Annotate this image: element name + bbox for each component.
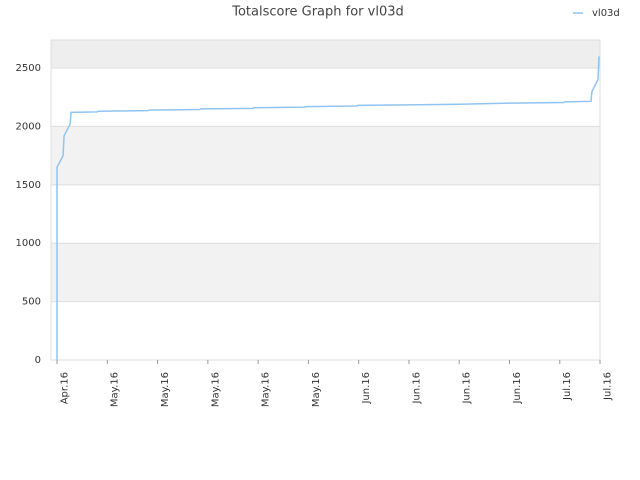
plot-band bbox=[51, 68, 600, 127]
y-tick-label: 1500 bbox=[16, 180, 41, 191]
x-tick-label: Jun.16 bbox=[512, 372, 523, 405]
x-tick-label: Jun.16 bbox=[411, 372, 422, 405]
y-tick-label: 500 bbox=[22, 297, 41, 308]
y-tick-label: 0 bbox=[35, 355, 41, 366]
chart-title: Totalscore Graph for vl03d bbox=[231, 5, 404, 20]
x-tick-label: May.16 bbox=[110, 372, 121, 407]
x-tick-label: Jul.16 bbox=[562, 372, 573, 401]
plot-band bbox=[51, 126, 600, 185]
x-tick-label: Apr.16 bbox=[59, 372, 70, 404]
plot-band bbox=[51, 184, 600, 244]
legend-label: vl03d bbox=[592, 8, 620, 19]
x-tick-label: Jul.16 bbox=[602, 372, 613, 401]
x-tick-label: May.16 bbox=[311, 372, 322, 407]
y-tick-label: 2500 bbox=[16, 63, 41, 74]
y-tick-label: 1000 bbox=[16, 238, 41, 249]
x-tick-label: May.16 bbox=[261, 372, 272, 407]
plot-band bbox=[51, 243, 600, 302]
line bbox=[56, 56, 600, 360]
x-tick-label: Jun.16 bbox=[462, 372, 473, 405]
x-tick-label: May.16 bbox=[160, 372, 171, 407]
y-tick-label: 2000 bbox=[16, 121, 41, 132]
x-tick-label: Jun.16 bbox=[361, 372, 372, 405]
x-tick-label: May.16 bbox=[210, 372, 221, 407]
plot-band bbox=[51, 301, 600, 360]
plot-band bbox=[51, 40, 600, 69]
plot-frame bbox=[50, 39, 601, 361]
